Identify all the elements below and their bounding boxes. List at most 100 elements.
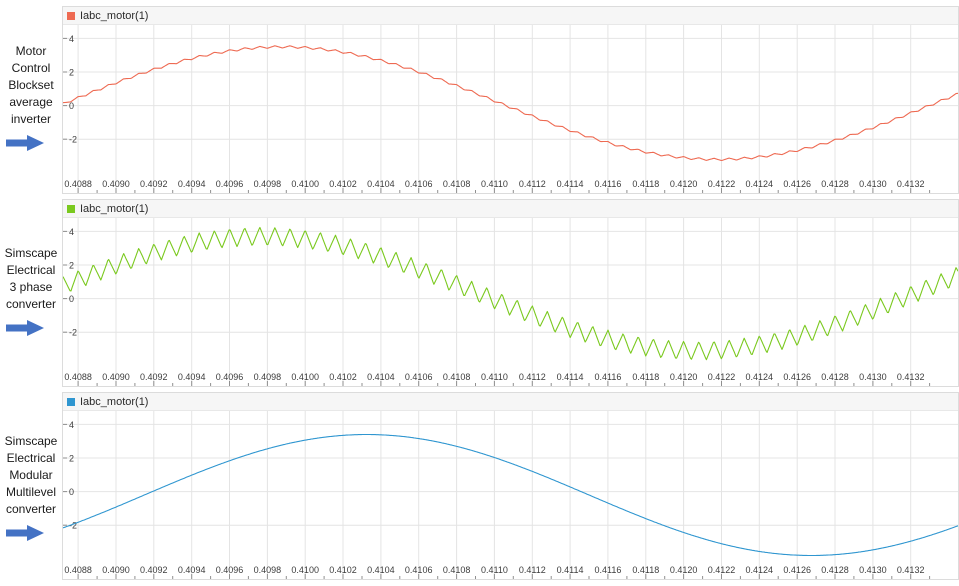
x-tick-label: 0.4100: [291, 179, 319, 189]
waveform-line: [63, 45, 958, 162]
y-tick-label: 0: [69, 487, 74, 497]
x-tick-label: 0.4112: [519, 179, 546, 189]
x-tick-label: 0.4128: [821, 372, 849, 382]
annotation-mmc-converter: Simscape Electrical Modular Multilevel conve…: [0, 387, 62, 586]
y-tick-label: 4: [69, 227, 74, 237]
x-tick-label: 0.4110: [481, 179, 508, 189]
x-tick-label: 0.4132: [897, 565, 925, 575]
x-tick-label: 0.4130: [859, 372, 887, 382]
annotation-text: Motor Control Blockset average inverter: [0, 43, 62, 128]
legend-label: Iabc_motor(1): [80, 9, 149, 22]
x-tick-label: 0.4124: [746, 179, 774, 189]
annotation-line: Electrical: [6, 450, 56, 465]
x-tick-label: 0.4110: [481, 372, 508, 382]
x-tick-label: 0.4090: [102, 179, 130, 189]
annotation-line: Multilevel: [5, 484, 56, 499]
y-tick-label: 4: [69, 34, 74, 44]
x-tick-label: 0.4112: [519, 565, 546, 575]
x-tick-label: 0.4120: [670, 372, 698, 382]
x-tick-label: 0.4096: [216, 565, 244, 575]
x-tick-label: 0.4088: [64, 372, 92, 382]
legend: Iabc_motor(1): [63, 7, 958, 25]
annotation-line: converter: [5, 501, 57, 516]
waveform-plot[interactable]: -2 0 2 4 0.4088 0.4090 0.4092 0.4094 0.4096 0.409…: [63, 411, 958, 579]
scope-panel-3phase-converter: Iabc_motor(1) -2 0 2 4 0.4088 0.4090 0.4092 0.4…: [62, 199, 959, 387]
waveform-line: [63, 226, 958, 361]
x-tick-label: 0.4092: [140, 372, 168, 382]
x-tick-label: 0.4106: [405, 372, 433, 382]
annotation-line: Motor: [15, 44, 47, 58]
x-tick-label: 0.4118: [632, 179, 659, 189]
x-tick-label: 0.4096: [216, 372, 244, 382]
x-tick-label: 0.4102: [329, 372, 357, 382]
annotation-line: Control: [11, 61, 51, 75]
x-tick-label: 0.4126: [783, 179, 811, 189]
annotation-line: Modular: [9, 467, 53, 482]
x-tick-label: 0.4102: [329, 565, 357, 575]
x-tick-label: 0.4108: [443, 372, 471, 382]
y-tick-label: -2: [69, 328, 77, 338]
x-tick-label: 0.4092: [140, 565, 168, 575]
x-tick-label: 0.4116: [594, 565, 621, 575]
x-tick-label: 0.4100: [291, 372, 319, 382]
x-tick-label: 0.4132: [897, 372, 925, 382]
x-tick-label: 0.4130: [859, 565, 887, 575]
x-tick-label: 0.4126: [783, 372, 811, 382]
right-arrow-icon: [6, 524, 62, 541]
x-tick-label: 0.4106: [405, 179, 433, 189]
x-tick-label: 0.4114: [557, 372, 584, 382]
annotation-line: Electrical: [6, 263, 56, 277]
waveform-plot[interactable]: -2 0 2 4 0.4088 0.4090 0.4092 0.4094 0.4096 0.409…: [63, 25, 958, 193]
legend: Iabc_motor(1): [63, 393, 958, 411]
x-tick-label: 0.4108: [443, 179, 471, 189]
x-tick-label: 0.4104: [367, 372, 395, 382]
x-tick-label: 0.4088: [64, 565, 92, 575]
y-tick-label: 4: [69, 420, 74, 430]
series-color-swatch: [67, 397, 75, 406]
scope-panels: Iabc_motor(1) -2 0 2 4 0.4088 0.4090 0.4092 0.4…: [62, 0, 959, 586]
x-tick-label: 0.4112: [519, 372, 546, 382]
x-tick-label: 0.4114: [557, 565, 584, 575]
x-tick-label: 0.4098: [254, 372, 282, 382]
series-color-swatch: [67, 204, 75, 213]
annotation-line: converter: [5, 297, 57, 311]
x-tick-label: 0.4102: [329, 179, 357, 189]
x-tick-label: 0.4124: [746, 565, 774, 575]
x-tick-label: 0.4104: [367, 179, 395, 189]
x-tick-label: 0.4122: [708, 179, 736, 189]
x-tick-label: 0.4120: [670, 565, 698, 575]
y-tick-label: 2: [69, 454, 74, 464]
y-tick-label: -2: [69, 135, 77, 145]
scope-panel-mmc-converter: Iabc_motor(1) -2 0 2 4 0.4088 0.4090 0.4092 0.4…: [62, 392, 959, 580]
y-tick-label: 0: [69, 294, 74, 304]
waveform-plot[interactable]: -2 0 2 4 0.4088 0.4090 0.4092 0.4094 0.4096 0.409…: [63, 218, 958, 386]
x-tick-label: 0.4122: [708, 565, 736, 575]
x-tick-label: 0.4118: [632, 565, 659, 575]
x-tick-label: 0.4116: [594, 179, 621, 189]
x-tick-label: 0.4100: [291, 565, 319, 575]
x-tick-label: 0.4108: [443, 565, 471, 575]
annotation-line: average: [9, 95, 53, 109]
annotation-line: inverter: [10, 112, 51, 126]
x-tick-label: 0.4116: [594, 372, 621, 382]
x-tick-label: 0.4094: [178, 372, 206, 382]
x-tick-label: 0.4128: [821, 179, 849, 189]
annotation-line: Blockset: [8, 78, 54, 92]
x-tick-label: 0.4104: [367, 565, 395, 575]
x-tick-label: 0.4130: [859, 179, 887, 189]
x-tick-label: 0.4098: [254, 179, 282, 189]
x-tick-label: 0.4094: [178, 565, 206, 575]
x-tick-label: 0.4088: [64, 179, 92, 189]
annotation-line: Simscape: [4, 433, 58, 448]
x-tick-label: 0.4124: [746, 372, 774, 382]
x-tick-label: 0.4128: [821, 565, 849, 575]
y-tick-label: 2: [69, 68, 74, 78]
annotation-text: Simscape Electrical 3 phase converter: [0, 245, 62, 313]
x-tick-label: 0.4098: [254, 565, 282, 575]
annotation-text: Simscape Electrical Modular Multilevel conve…: [0, 433, 62, 518]
x-tick-label: 0.4114: [557, 179, 584, 189]
scope-panel-average-inverter: Iabc_motor(1) -2 0 2 4 0.4088 0.4090 0.4092 0.4…: [62, 6, 959, 194]
legend-label: Iabc_motor(1): [80, 395, 149, 408]
annotation-line: 3 phase: [9, 280, 53, 294]
